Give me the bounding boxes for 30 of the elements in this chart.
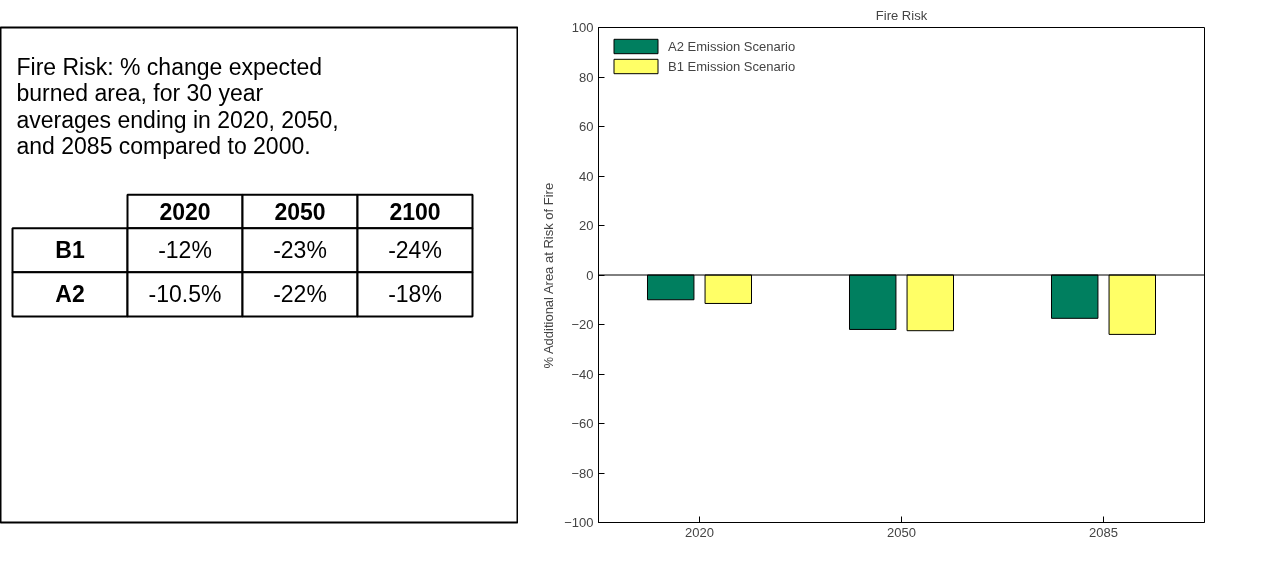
text: -23%: [273, 237, 327, 264]
text: -24%: [388, 237, 442, 264]
y-tick-label: 40: [579, 168, 594, 184]
y-tick-label: −80: [571, 465, 594, 481]
x-tick-label: 2085: [1089, 524, 1118, 540]
y-tick-label: 0: [586, 267, 594, 283]
text: -22%: [273, 281, 327, 308]
category-label: 2050: [274, 199, 326, 226]
text: -10.5%: [148, 281, 222, 308]
x-tick-label: 2050: [887, 524, 916, 540]
text: -18%: [388, 281, 442, 308]
y-tick-label: −20: [571, 317, 594, 332]
text: -12%: [158, 237, 212, 264]
category-label: A2: [55, 281, 85, 308]
legend-label: B1 Emission Scenario: [668, 57, 796, 75]
y-axis-title: % Additional Area at Risk of Fire: [541, 182, 557, 369]
y-tick-label: −40: [571, 366, 594, 382]
category-label: 2100: [389, 199, 441, 226]
y-tick-label: −60: [571, 416, 594, 431]
x-tick-label: 2020: [685, 524, 714, 540]
y-tick-label: 20: [579, 218, 594, 233]
text: Fire Risk: % change expected burned area, for 30 year averages ending in 2020, 2050, and 2085 compared to 2000.: [16, 53, 339, 160]
y-tick-label: −100: [564, 515, 594, 530]
category-label: B1: [55, 237, 85, 264]
y-tick-label: 60: [579, 119, 594, 134]
legend-label: A2 Emission Scenario: [668, 37, 796, 55]
y-tick-label: 100: [571, 20, 594, 35]
category-label: 2020: [159, 199, 211, 226]
chart-title: Fire Risk: [875, 7, 928, 23]
y-tick-label: 80: [579, 69, 594, 85]
